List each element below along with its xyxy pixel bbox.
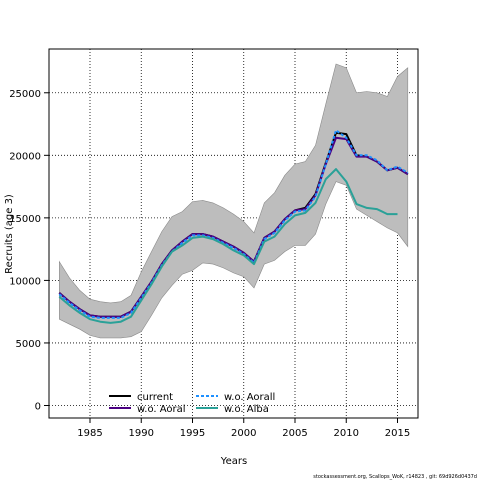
legend-label-wo-alba: w.o. Alba [224, 404, 269, 415]
x-tick-label: 2000 [231, 428, 256, 439]
y-tick-label: 5000 [16, 339, 41, 350]
y-tick-label: 20000 [9, 151, 41, 162]
y-tick-label: 10000 [9, 276, 41, 287]
footnote: stockassessment.org, Scallops_WoK, r1482… [313, 474, 477, 480]
y-tick-label: 25000 [9, 89, 41, 100]
legend: current w.o. Aoral w.o. Aorall w.o. Alba [109, 392, 275, 415]
x-tick-label: 1985 [77, 428, 102, 439]
series-line-w-o-alba [58, 168, 398, 324]
legend-label-current: current [137, 392, 173, 403]
confidence-band [59, 63, 409, 339]
legend-label-wo-aorall: w.o. Aorall [224, 392, 275, 403]
x-axis-title: Years [220, 456, 247, 467]
x-tick-label: 2015 [385, 428, 410, 439]
y-tick-label: 15000 [9, 214, 41, 225]
series-line-w-o-aorall [58, 129, 409, 319]
series-lines [58, 129, 409, 324]
y-tick-label: 0 [35, 401, 41, 412]
y-axis: 0 5000 10000 15000 20000 25000 [9, 89, 49, 412]
confidence-band-group [59, 63, 409, 339]
x-tick-label: 1995 [180, 428, 205, 439]
x-tick-label: 1990 [129, 428, 154, 439]
x-tick-label: 2005 [282, 428, 307, 439]
legend-label-wo-aoral: w.o. Aoral [137, 404, 186, 415]
series-line-w-o-aoral [58, 136, 409, 318]
x-axis: 1985 1990 1995 2000 2005 2010 2015 [77, 418, 410, 439]
plot-frame [48, 48, 419, 419]
y-axis-title: Recruits (age 3) [4, 194, 15, 274]
x-tick-label: 2010 [334, 428, 359, 439]
